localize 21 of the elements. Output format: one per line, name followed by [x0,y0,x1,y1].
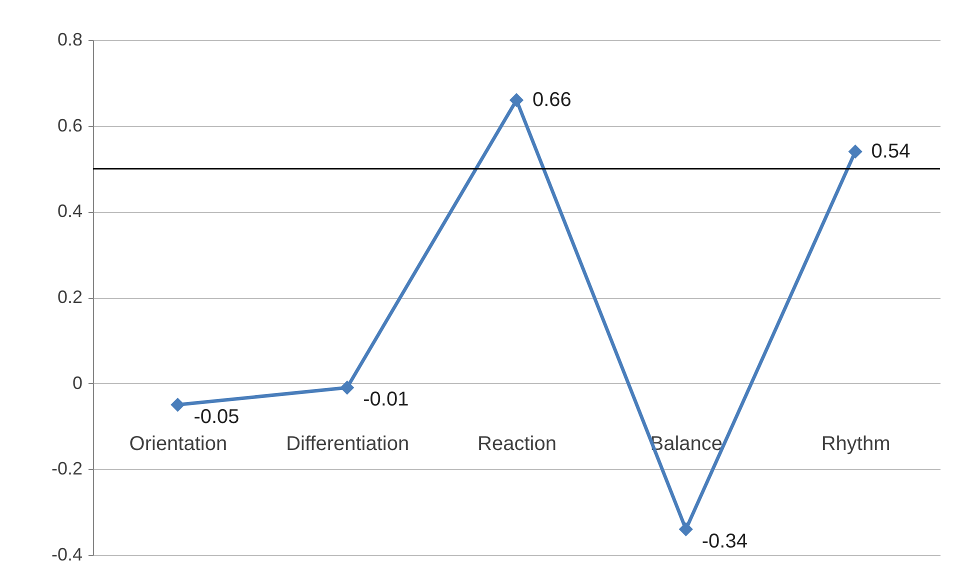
data-label: 0.66 [532,89,572,112]
data-label: -0.34 [702,530,748,552]
y-tick-label: 0.8 [57,30,82,50]
point [340,380,354,395]
y-tick-label: 0 [72,372,82,393]
y-tick-label: 0.6 [57,115,82,136]
point [678,522,693,536]
y-tick-label: -0.2 [51,458,82,479]
point [509,93,524,108]
data-label: -0.05 [194,406,240,428]
x-tick-label: Differentiation [286,432,410,455]
point [848,144,862,159]
y-tick-label: 0.4 [57,201,82,222]
y-tick-label: -0.4 [51,544,82,564]
x-tick-label: Reaction [478,432,556,455]
point [170,398,185,412]
y-tick-label: 0.2 [57,287,82,307]
data-label: 0.54 [871,140,910,163]
data-label: -0.01 [363,388,409,411]
x-tick-label: Orientation [129,432,228,455]
x-tick-label: Rhythm [821,432,890,455]
